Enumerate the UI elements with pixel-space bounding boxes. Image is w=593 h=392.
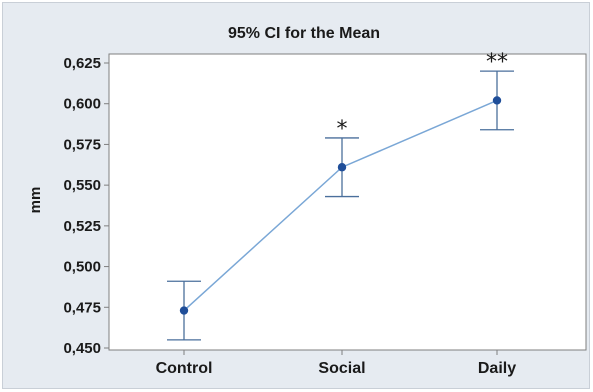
y-tick-label: 0,575	[63, 136, 101, 153]
x-tick-label: Control	[156, 360, 213, 377]
plot-area	[108, 53, 587, 351]
y-tick-label: 0,525	[63, 218, 101, 235]
y-axis-label: mm	[27, 187, 44, 214]
mean-point	[337, 163, 347, 172]
y-tick-label: 0,475	[63, 299, 101, 316]
chart-title: 95% CI for the Mean	[228, 25, 380, 42]
x-tick-label: Social	[318, 360, 365, 377]
y-tick-label: 0,450	[63, 340, 101, 357]
y-tick-label: 0,600	[63, 96, 101, 113]
mean-point	[179, 306, 189, 315]
mean-point	[492, 96, 502, 105]
y-tick-label: 0,625	[63, 55, 101, 72]
significance-marker: *	[337, 117, 348, 142]
y-tick-label: 0,550	[63, 177, 101, 194]
significance-marker: **	[486, 50, 508, 75]
y-tick-label: 0,500	[63, 259, 101, 276]
x-tick-label: Daily	[478, 360, 516, 377]
